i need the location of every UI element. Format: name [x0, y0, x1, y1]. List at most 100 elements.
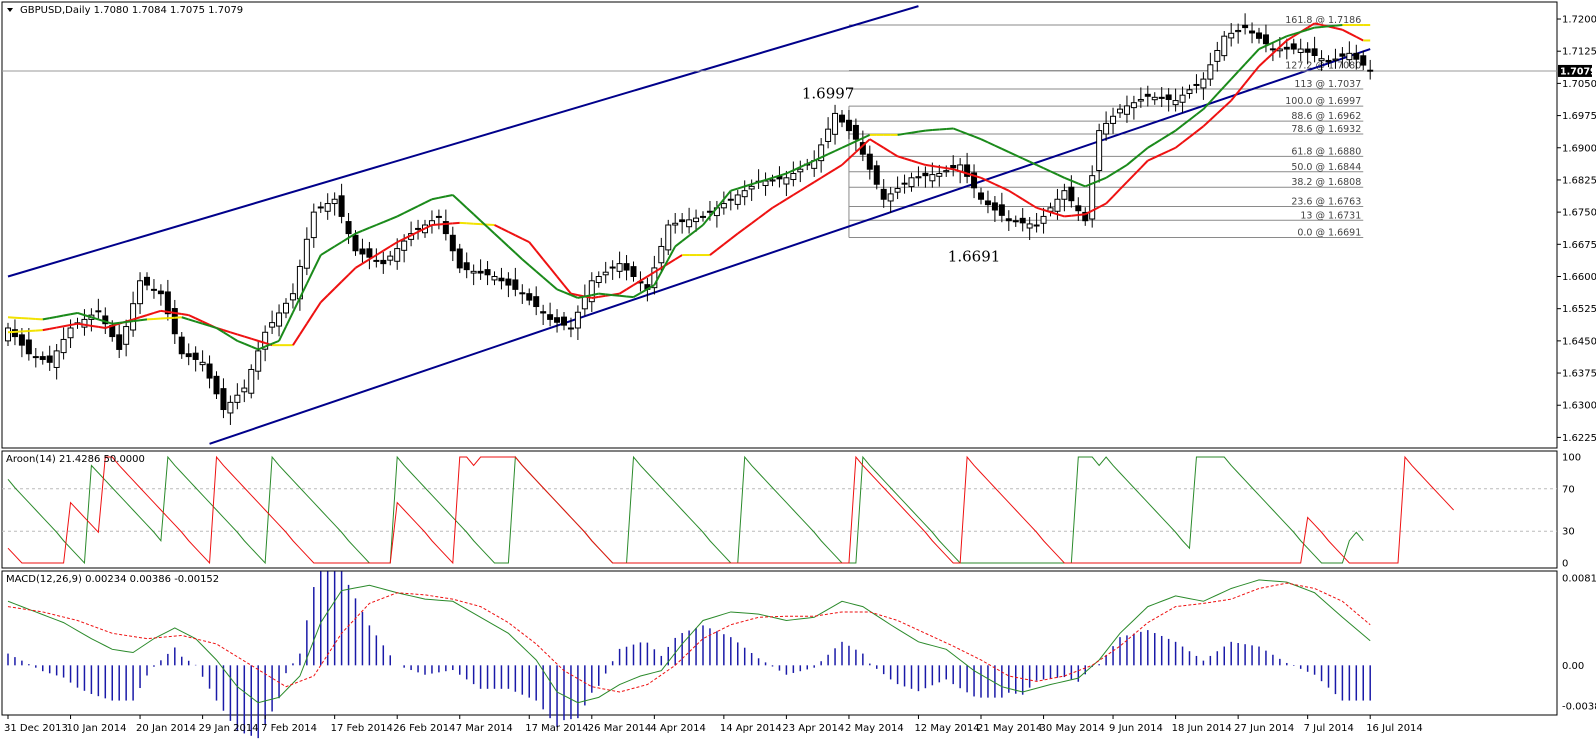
candle-body	[1061, 190, 1068, 200]
fib-level-label: 61.8 @ 1.6880	[1291, 146, 1361, 157]
candle	[192, 346, 199, 372]
ma-fast-segment	[667, 245, 677, 260]
price-annotation: 1.6997	[802, 84, 855, 102]
candle-body	[609, 266, 616, 269]
candle	[1214, 41, 1221, 72]
candle	[234, 383, 241, 410]
ma-slow-segment	[1188, 130, 1198, 138]
time-tick-label: 2 May 2014	[845, 723, 904, 734]
ma-fast-segment	[681, 234, 690, 242]
ma-slow-segment	[911, 159, 919, 164]
candle	[630, 261, 637, 282]
ma-fast-segment	[1209, 93, 1219, 103]
ma-slow-segment	[49, 326, 57, 330]
candle	[762, 172, 769, 196]
ma-fast-segment	[188, 318, 196, 323]
fib-level-label: 38.2 @ 1.6808	[1291, 177, 1361, 188]
candle	[727, 190, 734, 211]
candle-body	[1193, 83, 1200, 86]
ma-slow-segment	[716, 243, 725, 251]
time-tick-label: 29 Jan 2014	[199, 723, 259, 734]
ma-fast-segment	[932, 128, 940, 132]
ma-slow-segment	[827, 168, 836, 175]
ma-fast-segment	[709, 207, 718, 218]
aroon-panel[interactable]: 0 30 70 100 Aroon(14) 21.4286 50.0000	[1, 450, 1581, 570]
candle	[623, 255, 630, 281]
ma-fast-segment	[737, 185, 745, 190]
ma-slow-segment	[354, 262, 363, 269]
ma-slow-segment	[347, 267, 357, 276]
candle-body	[734, 194, 741, 205]
candle	[53, 344, 60, 380]
ma-slow-segment	[139, 314, 148, 319]
ma-slow-segment	[862, 138, 871, 147]
candle-body	[630, 266, 637, 277]
ma-fast-segment	[1279, 35, 1288, 41]
ma-fast-segment	[946, 127, 954, 130]
ma-slow-segment	[98, 325, 106, 329]
ma-slow-segment	[813, 176, 822, 183]
ma-slow-segment	[799, 185, 808, 192]
candle-body	[1332, 58, 1339, 61]
candle-body	[894, 188, 901, 193]
candle-body	[1214, 49, 1221, 62]
ma-fast-segment	[1195, 108, 1205, 116]
candle	[574, 305, 581, 341]
ma-fast-segment	[312, 254, 322, 270]
ma-fast-segment	[417, 201, 426, 208]
candle-body	[943, 170, 950, 173]
candle-body	[1089, 175, 1096, 220]
macd-panel-title: MACD(12,26,9) 0.00234 0.00386 -0.00152	[6, 574, 219, 585]
candle	[1221, 31, 1228, 61]
candle	[269, 310, 276, 334]
candle-body	[25, 339, 32, 355]
ma-slow-segment	[445, 222, 453, 225]
candle	[1360, 50, 1367, 71]
ma-slow-segment	[1251, 65, 1260, 76]
candle	[783, 170, 790, 197]
candle	[1311, 36, 1318, 63]
ma-slow-segment	[501, 227, 509, 233]
time-tick-label: 12 May 2014	[914, 723, 979, 734]
candle-body	[1068, 186, 1075, 202]
ma-fast-segment	[598, 292, 606, 296]
candle	[880, 179, 887, 208]
candle	[686, 207, 693, 234]
ma-slow-segment	[1314, 22, 1322, 26]
ma-slow-segment	[403, 234, 412, 240]
candle-body	[818, 144, 825, 162]
ma-fast-segment	[549, 282, 558, 291]
candle	[1283, 38, 1290, 60]
ma-fast-segment	[765, 176, 773, 181]
candle	[1249, 22, 1256, 44]
candle	[81, 309, 88, 336]
candle	[1297, 38, 1304, 62]
candle-body	[255, 350, 262, 372]
candle	[415, 219, 422, 240]
price-panel[interactable]: 161.8 @ 1.7186127.2 @ 1.7080113 @ 1.7037…	[1, 1, 1596, 449]
ma-fast-segment	[619, 294, 627, 298]
ma-fast-segment	[1244, 55, 1253, 65]
ma-fast-segment	[257, 345, 266, 351]
candle-body	[380, 259, 387, 265]
ma-slow-segment	[591, 295, 599, 299]
ma-fast-segment	[959, 130, 968, 135]
candle	[303, 227, 310, 276]
candle-body	[908, 177, 915, 188]
ma-slow-segment	[1244, 74, 1253, 85]
candle-body	[1186, 89, 1193, 94]
ma-slow-segment	[876, 142, 885, 149]
ma-slow-segment	[1126, 174, 1135, 183]
candle-body	[1026, 223, 1033, 229]
ma-fast-segment	[605, 293, 613, 297]
macd-panel[interactable]: 0.00818 0.00 -0.00381 MACD(12,26,9) 0.0023…	[1, 570, 1596, 739]
candle-body	[1325, 59, 1332, 63]
ma-fast-segment	[1251, 48, 1260, 58]
candle-body	[1040, 215, 1047, 224]
macd-tick-label: 0.00818	[1562, 574, 1596, 585]
candle-body	[1339, 53, 1346, 57]
ma-slow-segment	[1008, 189, 1017, 196]
candle-body	[60, 338, 67, 354]
time-tick-label: 20 Jan 2014	[136, 723, 196, 734]
